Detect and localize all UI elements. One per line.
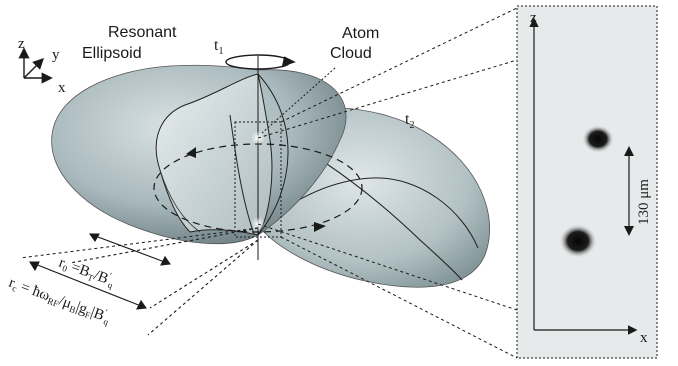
rc-equation: rc = ħωRF/μB|gF|B′q [6, 273, 113, 327]
t2-label: t2 [405, 111, 414, 131]
t1-label: t1 [214, 37, 223, 57]
orbit-arrow-left [186, 147, 196, 158]
axes-glyph [18, 47, 53, 84]
atom-cloud-label-line1: Atom [342, 25, 379, 42]
ellipsoid-t1 [51, 64, 347, 245]
inset-x-label: x [640, 330, 648, 346]
resonant-label-line1: Resonant [108, 24, 177, 41]
inset-z-label: z [530, 10, 537, 26]
dimension-lines [19, 227, 259, 336]
axis-z-label: z [18, 36, 25, 52]
resonant-label-line2: Ellipsoid [82, 45, 142, 62]
scale-label: 130 μm [636, 179, 652, 225]
inset-panel: z x 130 μm [516, 5, 658, 359]
orbit-arrow-right [314, 222, 326, 232]
r0-equation: r0 =BT/B′q [56, 253, 117, 291]
atom-cloud-label-line2: Cloud [330, 45, 372, 62]
axis-x-label: x [58, 80, 66, 96]
axis-y-label: y [52, 47, 60, 63]
projection-lines [257, 7, 518, 359]
atom-image-bottom [559, 224, 597, 258]
rotation-arrow [225, 54, 296, 70]
focus-box [234, 121, 282, 238]
atom-cloud-leader [261, 67, 336, 134]
atom-image-top [582, 125, 614, 153]
